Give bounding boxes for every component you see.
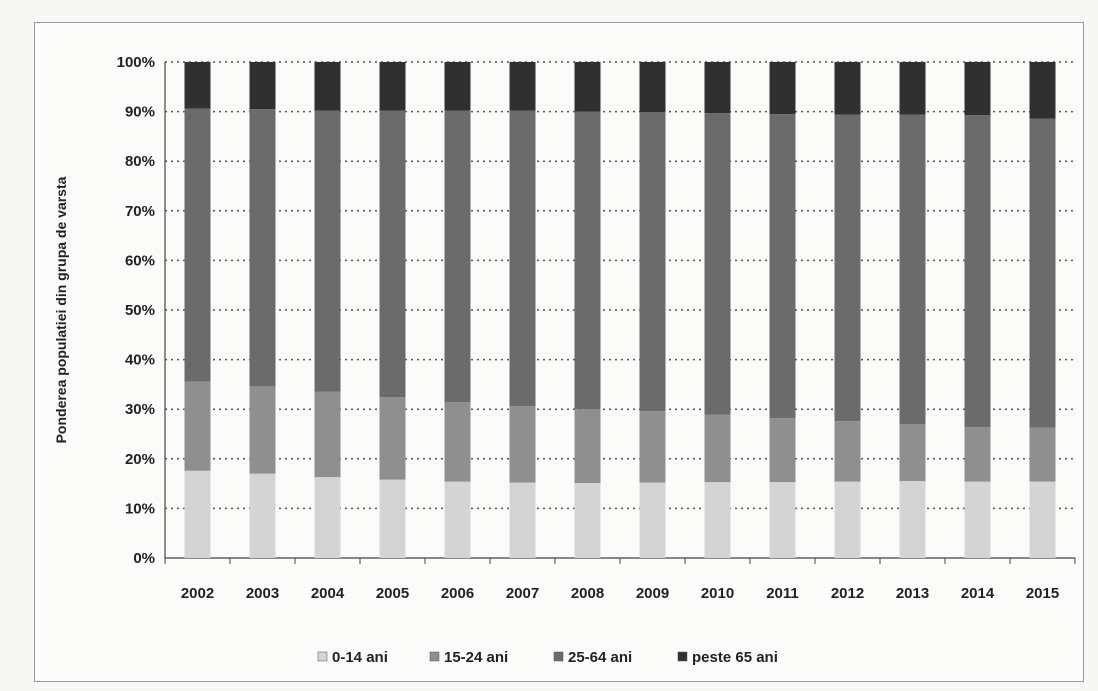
y-tick-label: 100% xyxy=(117,54,155,71)
x-tick-labels: 2002 2003 2004 2005 2006 2007 2008 2009 2010 2011… xyxy=(181,585,1059,602)
bar-segment-0-14-ani xyxy=(769,482,796,558)
legend-swatch xyxy=(317,651,328,662)
x-tick-label: 2008 xyxy=(571,585,604,602)
legend-label: peste 65 ani xyxy=(692,649,778,666)
y-axis-label: Ponderea populatiei din grupa de varsta xyxy=(53,176,69,443)
legend-swatch xyxy=(677,651,688,662)
y-tick-label: 0% xyxy=(133,550,155,567)
x-tick-label: 2012 xyxy=(831,585,864,602)
bar-segment-0-14-ani xyxy=(574,483,601,558)
bar-segment-peste-65-ani xyxy=(184,62,211,109)
bar-segment-peste-65-ani xyxy=(834,62,861,115)
bar-segment-15-24-ani xyxy=(834,421,861,482)
bar-segment-0-14-ani xyxy=(444,481,471,558)
bar-segment-15-24-ani xyxy=(444,402,471,482)
legend-label: 25-64 ani xyxy=(568,649,632,666)
bar-segment-25-64-ani xyxy=(509,110,536,407)
x-tick-label: 2002 xyxy=(181,585,214,602)
bar-segment-peste-65-ani xyxy=(769,62,796,115)
bar-segment-25-64-ani xyxy=(769,114,796,419)
x-tick-label: 2011 xyxy=(766,585,799,602)
y-tick-label: 90% xyxy=(125,104,155,121)
bar-segment-0-14-ani xyxy=(639,482,666,558)
legend-swatch xyxy=(429,651,440,662)
bar-segment-25-64-ani xyxy=(964,115,991,428)
bar-segment-15-24-ani xyxy=(704,414,731,483)
bar-segment-peste-65-ani xyxy=(509,62,536,111)
bar-segment-peste-65-ani xyxy=(704,62,731,114)
axes xyxy=(164,62,1076,564)
bar-segment-0-14-ani xyxy=(834,481,861,558)
legend-label: 0-14 ani xyxy=(332,649,388,666)
bar-segment-0-14-ani xyxy=(509,482,536,558)
bar-segment-peste-65-ani xyxy=(639,62,666,113)
bar-segment-15-24-ani xyxy=(964,427,991,482)
bar-segment-0-14-ani xyxy=(964,481,991,558)
bar-segment-25-64-ani xyxy=(574,111,601,410)
x-tick-label: 2004 xyxy=(311,585,345,602)
bar-segment-0-14-ani xyxy=(314,477,341,558)
bar-segment-15-24-ani xyxy=(184,381,211,471)
bar-segment-0-14-ani xyxy=(1029,481,1056,558)
bar-segment-25-64-ani xyxy=(639,112,666,412)
bar-segment-peste-65-ani xyxy=(379,62,406,111)
x-tick-label: 2014 xyxy=(961,585,995,602)
bar-segment-15-24-ani xyxy=(639,411,666,483)
bar-segment-peste-65-ani xyxy=(964,62,991,116)
x-tick-label: 2007 xyxy=(506,585,539,602)
gridlines xyxy=(165,61,1075,510)
bar-segment-15-24-ani xyxy=(379,397,406,480)
bars xyxy=(184,62,1056,558)
bar-segment-25-64-ani xyxy=(1029,118,1056,428)
x-tick-label: 2005 xyxy=(376,585,409,602)
bar-segment-25-64-ani xyxy=(184,108,211,382)
x-tick-label: 2009 xyxy=(636,585,669,602)
y-tick-label: 40% xyxy=(125,352,155,369)
bar-segment-15-24-ani xyxy=(574,409,601,484)
bar-segment-peste-65-ani xyxy=(1029,62,1056,119)
bar-segment-peste-65-ani xyxy=(314,62,341,111)
legend-label: 15-24 ani xyxy=(444,649,508,666)
y-tick-label: 20% xyxy=(125,451,155,468)
bar-segment-0-14-ani xyxy=(379,479,406,558)
bar-segment-peste-65-ani xyxy=(899,62,926,115)
x-tick-label: 2013 xyxy=(896,585,929,602)
bar-segment-0-14-ani xyxy=(184,470,211,558)
y-tick-labels: 0% 10% 20% 30% 40% 50% 60% 70% 80% 90% 100% xyxy=(117,54,155,567)
legend: 0-14 ani 15-24 ani 25-64 ani peste 65 ani xyxy=(317,649,778,666)
x-tick-label: 2003 xyxy=(246,585,279,602)
x-tick-label: 2010 xyxy=(701,585,734,602)
y-tick-label: 10% xyxy=(125,500,155,517)
y-tick-label: 80% xyxy=(125,153,155,170)
bar-segment-15-24-ani xyxy=(249,386,276,474)
bar-segment-25-64-ani xyxy=(444,110,471,403)
bar-segment-25-64-ani xyxy=(314,110,341,392)
y-tick-label: 60% xyxy=(125,252,155,269)
bar-segment-0-14-ani xyxy=(704,482,731,558)
x-tick-label: 2006 xyxy=(441,585,474,602)
bar-segment-peste-65-ani xyxy=(249,62,276,110)
bar-segment-peste-65-ani xyxy=(574,62,601,112)
bar-segment-15-24-ani xyxy=(314,391,341,478)
bar-segment-25-64-ani xyxy=(379,110,406,398)
bar-segment-15-24-ani xyxy=(769,418,796,483)
bar-segment-0-14-ani xyxy=(249,473,276,558)
bar-segment-15-24-ani xyxy=(1029,427,1056,482)
x-tick-label: 2015 xyxy=(1026,585,1059,602)
bar-segment-25-64-ani xyxy=(704,113,731,415)
y-tick-label: 70% xyxy=(125,203,155,220)
bar-segment-15-24-ani xyxy=(899,424,926,482)
bar-segment-peste-65-ani xyxy=(444,62,471,111)
bar-segment-25-64-ani xyxy=(249,109,276,387)
legend-swatch xyxy=(553,651,564,662)
y-tick-label: 50% xyxy=(125,302,155,319)
bar-segment-25-64-ani xyxy=(899,114,926,425)
bar-segment-25-64-ani xyxy=(834,114,861,422)
bar-segment-15-24-ani xyxy=(509,406,536,483)
y-tick-label: 30% xyxy=(125,401,155,418)
bar-segment-0-14-ani xyxy=(899,481,926,558)
